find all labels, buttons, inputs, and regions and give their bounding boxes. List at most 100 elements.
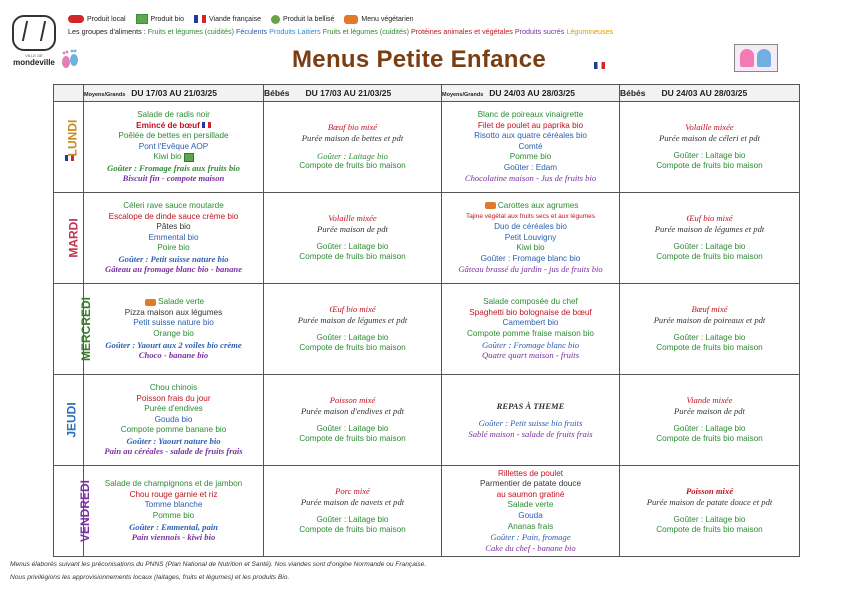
menu-item: Chou rouge garnie et riz — [129, 489, 218, 499]
snack-item: Compote de fruits bio maison — [656, 343, 763, 353]
spacer — [265, 144, 441, 151]
menu-cell: Salade de champignons et de jambon Chou … — [83, 465, 264, 557]
menu-item: Purée maison de patate douce et pdt — [646, 496, 773, 507]
corner-cell — [53, 84, 84, 102]
french-flag-icon — [201, 122, 211, 129]
legend-label: Produit la bellisé — [283, 15, 335, 23]
snack-item: Goûter : Pain, fromage — [490, 532, 571, 543]
snack-item: Quatre quart maison - fruits — [481, 350, 580, 361]
snack-item: Goûter : Edam — [503, 162, 558, 172]
menu-cell: REPAS À THEME Goûter : Petit suisse bio … — [441, 374, 620, 466]
french-flag-icon — [65, 154, 74, 161]
footer-note: Nous privilégions les approvisionnements… — [10, 574, 290, 581]
menu-item: Bœuf mixé — [691, 304, 728, 315]
menu-item: Viande mixée — [686, 395, 733, 406]
snack-item: Goûter : Fromage frais aux fruits bio — [107, 162, 240, 173]
snack-item: Goûter : Laitage bio — [316, 241, 389, 251]
snack-item: Compote de fruits bio maison — [299, 434, 406, 444]
spacer — [265, 508, 441, 515]
menu-item: Purée maison de légumes et pdt — [654, 223, 765, 234]
spacer — [621, 508, 799, 515]
menu-item: Risotto aux quatre céréales bio — [474, 131, 587, 141]
snack-item: Compote de fruits bio maison — [299, 161, 406, 171]
menu-item-line: Emincé de bœuf — [85, 121, 263, 132]
menu-cell: Salade verte Pizza maison aux légumes Pe… — [83, 283, 264, 375]
col-header-w1-grands: Moyens/Grands DU 17/03 AU 21/03/25 — [83, 84, 264, 102]
menu-item: Kiwi bio — [153, 152, 182, 162]
header-row: Moyens/Grands DU 17/03 AU 21/03/25 Bébés D… — [53, 84, 800, 102]
menu-item: Pomme bio — [152, 511, 195, 520]
age-group: Moyens/Grands — [442, 92, 484, 98]
menu-item: Purée maison de bettes et pdt — [301, 132, 404, 143]
date-range: DU 24/03 AU 28/03/25 — [489, 88, 575, 98]
menu-item: Compote pomme fraise maison bio — [467, 329, 594, 338]
menu-item: Duo de céréales bio — [494, 222, 567, 232]
footer-note: Menus élaborés suivant les préconisation… — [10, 561, 427, 568]
menu-cell: Volaille mixée Purée maison de pdt Goûte… — [263, 192, 442, 284]
menu-cell: Volaille mixée Purée maison de céleri et… — [619, 101, 800, 193]
menu-item: Salade de champignons et de jambon — [104, 479, 243, 489]
snack-item: Goûter : Laitage bio — [673, 514, 746, 524]
menu-cell: Céleri rave sauce moutarde Escalope de d… — [83, 192, 264, 284]
organic-product-icon — [135, 14, 148, 24]
menu-table: Moyens/Grands DU 17/03 AU 21/03/25 Bébés D… — [53, 84, 800, 557]
menu-cell: Carottes aux agrumes Tajine végétal aux … — [441, 192, 620, 284]
menu-item: Poire bio — [157, 243, 190, 253]
organic-product-icon — [183, 152, 194, 162]
age-group: Bébés — [264, 88, 290, 98]
girl-icon — [740, 49, 754, 67]
menu-item-line: Salade verte — [85, 297, 263, 308]
day-label-cell: MARDI — [53, 192, 84, 284]
menu-item: Blanc de poireaux vinaigrette — [477, 109, 584, 119]
menu-item: Tajine végétal aux fruits secs et aux lé… — [466, 212, 595, 220]
menu-item: Purée d'endives — [144, 404, 203, 414]
menu-item: Volaille mixée — [328, 213, 377, 224]
menu-item: au saumon gratiné — [496, 489, 565, 499]
day-row-mardi: MARDI Céleri rave sauce moutarde Escalop… — [53, 192, 800, 284]
spacer — [621, 326, 799, 333]
menu-cell: Poisson mixé Purée maison de patate douc… — [619, 465, 800, 557]
snack-item: Compote de fruits bio maison — [299, 252, 406, 262]
snack-item: Goûter : Laitage bio — [673, 332, 746, 342]
legend: Produit local Produit bio Viande françai… — [68, 12, 414, 26]
menu-cell: Poisson mixé Purée maison d'endives et p… — [263, 374, 442, 466]
snack-item: Goûter : Fromage blanc bio — [481, 339, 580, 350]
menu-cell: Salade composée du chef Spaghetti bio bo… — [441, 283, 620, 375]
spacer — [621, 417, 799, 424]
legend-label: Produit bio — [150, 15, 184, 23]
date-range: DU 24/03 AU 28/03/25 — [661, 88, 748, 98]
menu-item: Escalope de dinde sauce crème bio — [108, 211, 239, 221]
vegetarian-menu-icon — [484, 202, 496, 210]
menu-item: Œuf bio mixé — [686, 213, 733, 224]
theme-meal-label: REPAS À THEME — [496, 400, 565, 411]
legend-label: Menu végétarien — [361, 15, 414, 23]
menu-item: Poisson mixé — [329, 395, 376, 406]
french-flag-icon — [594, 62, 605, 69]
day-label: MARDI — [66, 218, 81, 258]
food-group: Produits sucrés — [514, 27, 565, 36]
day-label: VENDREDI — [78, 479, 93, 543]
day-label-cell: VENDREDI — [53, 465, 92, 557]
snack-item: Goûter : Laitage bio — [316, 514, 389, 524]
snack-item: Chocolatine maison - Jus de fruits bio — [464, 173, 597, 184]
snack-item: Gâteau brassé du jardin - jus de fruits … — [458, 264, 603, 275]
menu-item: Filet de poulet au paprika bio — [477, 120, 584, 130]
menu-item-line: Kiwi bio — [85, 152, 263, 163]
menu-cell: Bœuf mixé Purée maison de poireaux et pd… — [619, 283, 800, 375]
menu-item: Purée maison de pdt — [674, 405, 745, 416]
menu-item: Compote pomme banane bio — [120, 425, 227, 435]
children-icon — [734, 44, 778, 72]
local-product-icon — [68, 15, 84, 23]
snack-item: Goûter : Laitage bio — [317, 150, 388, 161]
col-header-w2-bebes: Bébés DU 24/03 AU 28/03/25 — [619, 84, 800, 102]
menu-item: Purée maison de pdt — [317, 223, 388, 234]
vegetarian-menu-icon — [144, 298, 156, 306]
legend-vegetarian: Menu végétarien — [344, 14, 414, 24]
menu-item: Salade verte — [507, 500, 554, 510]
menu-item: Rillettes de poulet — [497, 468, 564, 478]
food-groups: Les groupes d'aliments : Fruits et légum… — [68, 27, 613, 36]
menu-cell: Œuf bio mixé Purée maison de légumes et … — [619, 192, 800, 284]
age-group: Moyens/Grands — [84, 92, 126, 98]
vegetarian-menu-icon — [344, 14, 359, 24]
menu-item: Volaille mixée — [685, 122, 734, 133]
